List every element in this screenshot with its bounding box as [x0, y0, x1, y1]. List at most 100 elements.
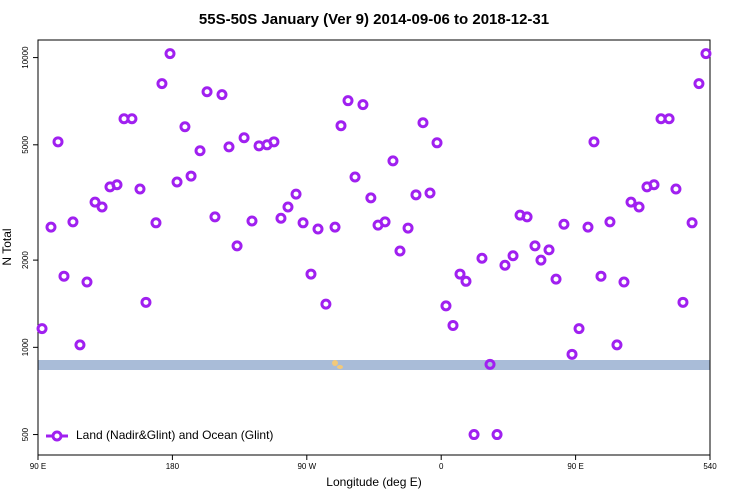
- y-tick-label: 5000: [21, 135, 30, 153]
- point: [677, 296, 689, 308]
- point: [582, 221, 594, 233]
- point: [648, 179, 660, 191]
- x-tick-label: 90 E: [567, 462, 583, 471]
- x-tick-label: 540: [703, 462, 717, 471]
- point: [209, 211, 221, 223]
- point: [686, 217, 698, 229]
- point: [58, 270, 70, 282]
- point: [440, 300, 452, 312]
- point: [625, 196, 637, 208]
- point: [618, 276, 630, 288]
- map-band: [38, 360, 710, 370]
- point: [670, 183, 682, 195]
- y-tick-label: 10000: [21, 46, 30, 69]
- point: [194, 145, 206, 157]
- plot-frame: [37, 39, 711, 456]
- point: [529, 240, 541, 252]
- point: [507, 250, 519, 262]
- point: [476, 252, 488, 264]
- point: [521, 211, 533, 223]
- point: [275, 212, 287, 224]
- point: [268, 136, 280, 148]
- point: [126, 113, 138, 125]
- y-tick-label: 2000: [21, 251, 30, 269]
- x-tick-label: 90 W: [297, 462, 316, 471]
- point: [238, 132, 250, 144]
- point: [410, 189, 422, 201]
- x-tick-label: 0: [439, 462, 444, 471]
- point: [164, 48, 176, 60]
- point: [171, 176, 183, 188]
- point: [201, 86, 213, 98]
- point: [342, 95, 354, 107]
- y-tick-label: 500: [21, 427, 30, 441]
- point: [36, 323, 48, 335]
- point: [246, 215, 258, 227]
- point: [89, 196, 101, 208]
- point: [312, 223, 324, 235]
- land-blob: [332, 360, 338, 366]
- point: [74, 339, 86, 351]
- land-blob: [337, 365, 343, 369]
- point: [394, 245, 406, 257]
- legend-marker: [51, 430, 63, 442]
- point: [460, 275, 472, 287]
- point: [216, 89, 228, 101]
- point: [96, 201, 108, 213]
- point: [320, 298, 332, 310]
- point: [543, 244, 555, 256]
- point: [588, 136, 600, 148]
- point: [357, 99, 369, 111]
- point: [499, 259, 511, 271]
- point: [45, 221, 57, 233]
- point: [379, 216, 391, 228]
- point: [305, 268, 317, 280]
- point: [604, 216, 616, 228]
- point: [700, 48, 712, 60]
- point: [335, 120, 347, 132]
- point: [573, 323, 585, 335]
- point: [297, 217, 309, 229]
- point: [693, 78, 705, 90]
- x-tick-label: 180: [166, 462, 180, 471]
- point: [156, 78, 168, 90]
- y-tick-label: 1000: [21, 338, 30, 356]
- point: [417, 117, 429, 129]
- point: [329, 221, 341, 233]
- point: [290, 188, 302, 200]
- point: [491, 429, 503, 441]
- point: [140, 296, 152, 308]
- point: [566, 348, 578, 360]
- point: [663, 113, 675, 125]
- point: [185, 170, 197, 182]
- point: [558, 218, 570, 230]
- point: [81, 276, 93, 288]
- point: [595, 270, 607, 282]
- point: [52, 136, 64, 148]
- point: [633, 201, 645, 213]
- point: [484, 358, 496, 370]
- point: [402, 222, 414, 234]
- point: [535, 254, 547, 266]
- chart-title: 55S-50S January (Ver 9) 2014-09-06 to 20…: [199, 11, 549, 28]
- point: [111, 179, 123, 191]
- point: [365, 192, 377, 204]
- point: [282, 201, 294, 213]
- y-axis-label: N Total: [0, 228, 14, 265]
- point: [179, 121, 191, 133]
- x-tick-label: 90 E: [30, 462, 46, 471]
- point: [424, 187, 436, 199]
- point: [67, 216, 79, 228]
- point: [349, 171, 361, 183]
- legend-label: Land (Nadir&Glint) and Ocean (Glint): [76, 428, 273, 442]
- point: [468, 429, 480, 441]
- point: [387, 155, 399, 167]
- point: [150, 217, 162, 229]
- x-axis-label: Longitude (deg E): [326, 475, 421, 489]
- point: [134, 183, 146, 195]
- point: [447, 319, 459, 331]
- point: [550, 273, 562, 285]
- point: [454, 268, 466, 280]
